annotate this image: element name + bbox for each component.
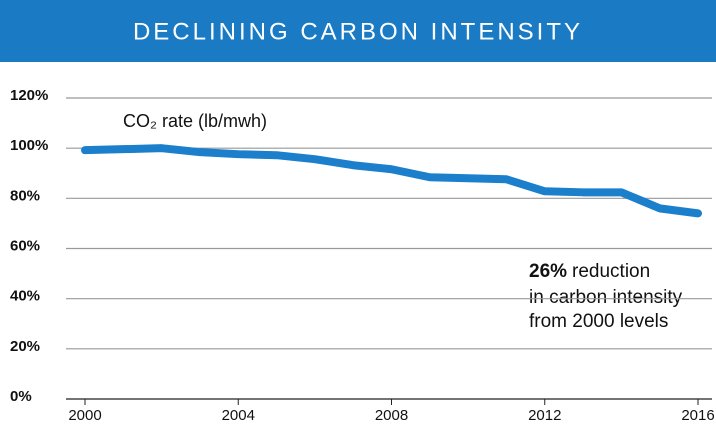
x-tick-label: 2008 <box>375 407 408 424</box>
x-tick-label: 2012 <box>528 407 561 424</box>
y-tick-label: 20% <box>10 338 40 355</box>
annotation: 26% reduction <box>529 261 650 282</box>
chart-title: DECLINING CARBON INTENSITY <box>133 18 583 45</box>
x-tick-label: 2016 <box>681 407 714 424</box>
y-tick-label: 60% <box>10 237 40 254</box>
title-banner <box>0 0 716 62</box>
y-tick-label: 0% <box>10 388 32 405</box>
annotation-emphasis: 26% <box>529 261 567 282</box>
x-tick-label: 2004 <box>222 407 255 424</box>
annotation-line: from 2000 levels <box>529 311 668 332</box>
y-tick-label: 80% <box>10 187 40 204</box>
x-tick-label: 2000 <box>68 407 101 424</box>
series-label: CO₂ rate (lb/mwh) <box>123 111 267 131</box>
y-tick-label: 100% <box>10 137 48 154</box>
y-tick-label: 40% <box>10 288 40 305</box>
annotation-text: reduction <box>572 261 650 282</box>
data-line <box>81 144 702 218</box>
y-tick-label: 120% <box>10 87 48 104</box>
annotation-line: in carbon intensity <box>529 287 683 308</box>
